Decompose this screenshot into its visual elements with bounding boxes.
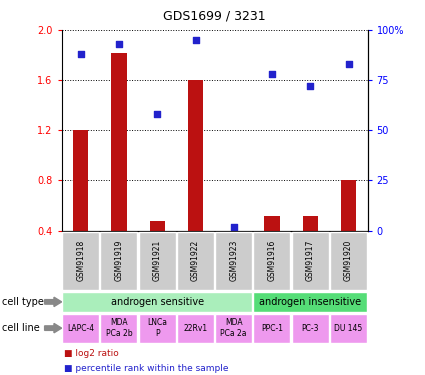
Bar bbox=[188, 80, 203, 231]
Bar bbox=[292, 232, 329, 290]
Text: PPC-1: PPC-1 bbox=[261, 324, 283, 333]
Bar bbox=[139, 232, 176, 290]
Bar bbox=[292, 314, 329, 342]
Point bbox=[77, 51, 84, 57]
Point bbox=[154, 111, 161, 117]
Bar bbox=[100, 314, 137, 342]
Bar bbox=[73, 130, 88, 231]
Text: GSM91918: GSM91918 bbox=[76, 240, 85, 281]
Bar bbox=[177, 314, 214, 342]
Text: cell type: cell type bbox=[2, 297, 44, 307]
Text: androgen insensitive: androgen insensitive bbox=[259, 297, 361, 307]
Text: androgen sensitive: androgen sensitive bbox=[110, 297, 204, 307]
Text: MDA
PCa 2b: MDA PCa 2b bbox=[106, 318, 132, 338]
Bar bbox=[303, 216, 318, 231]
Bar bbox=[341, 180, 356, 231]
Text: ■ log2 ratio: ■ log2 ratio bbox=[64, 349, 119, 358]
Bar bbox=[215, 314, 252, 342]
Text: GSM91916: GSM91916 bbox=[267, 240, 277, 281]
Bar bbox=[253, 232, 290, 290]
Bar bbox=[253, 291, 367, 312]
Text: GSM91921: GSM91921 bbox=[153, 240, 162, 281]
Text: MDA
PCa 2a: MDA PCa 2a bbox=[221, 318, 247, 338]
Text: DU 145: DU 145 bbox=[334, 324, 363, 333]
Point bbox=[345, 61, 352, 67]
Bar bbox=[62, 314, 99, 342]
Point bbox=[269, 71, 275, 77]
Point bbox=[192, 37, 199, 43]
Text: PC-3: PC-3 bbox=[301, 324, 319, 333]
Text: GDS1699 / 3231: GDS1699 / 3231 bbox=[163, 9, 266, 22]
Text: GSM91919: GSM91919 bbox=[114, 240, 124, 281]
Bar bbox=[100, 232, 137, 290]
Point bbox=[230, 224, 237, 230]
Bar bbox=[150, 220, 165, 231]
Text: 22Rv1: 22Rv1 bbox=[184, 324, 207, 333]
Point bbox=[307, 83, 314, 89]
Text: GSM91920: GSM91920 bbox=[344, 240, 353, 281]
Bar bbox=[253, 314, 290, 342]
Text: LNCa
P: LNCa P bbox=[147, 318, 167, 338]
Text: GSM91917: GSM91917 bbox=[306, 240, 315, 281]
Point bbox=[116, 41, 122, 47]
Text: ■ percentile rank within the sample: ■ percentile rank within the sample bbox=[64, 364, 228, 373]
Text: GSM91923: GSM91923 bbox=[229, 240, 238, 281]
Bar bbox=[62, 232, 99, 290]
Text: GSM91922: GSM91922 bbox=[191, 240, 200, 281]
Text: cell line: cell line bbox=[2, 323, 40, 333]
Bar bbox=[139, 314, 176, 342]
Bar bbox=[62, 291, 252, 312]
Bar bbox=[177, 232, 214, 290]
Text: LAPC-4: LAPC-4 bbox=[67, 324, 94, 333]
Bar bbox=[264, 216, 280, 231]
Bar bbox=[111, 53, 127, 231]
Bar bbox=[330, 232, 367, 290]
Bar bbox=[330, 314, 367, 342]
Bar bbox=[215, 232, 252, 290]
